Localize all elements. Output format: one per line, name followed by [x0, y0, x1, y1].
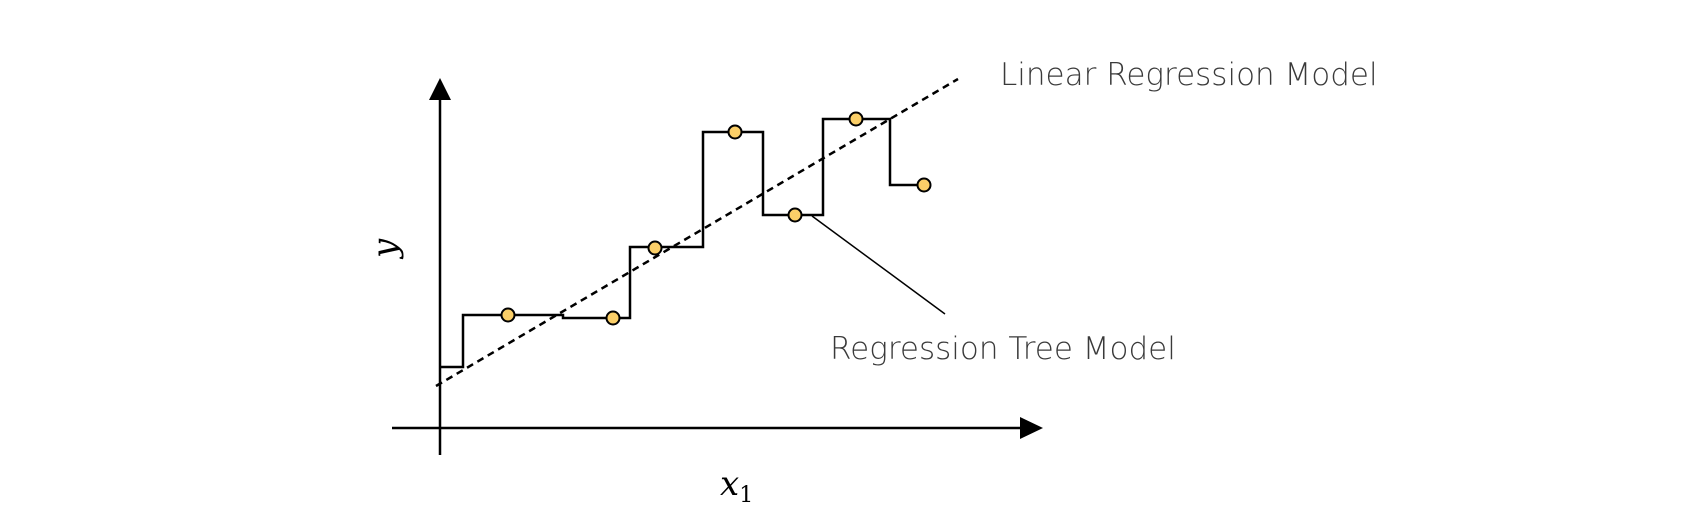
linear-regression-label: Linear Regression Model: [1000, 57, 1378, 93]
regression-tree-label: Regression Tree Model: [830, 331, 1176, 367]
data-point: [727, 124, 743, 140]
y-axis: [429, 78, 451, 455]
x-axis-arrowhead: [1020, 417, 1043, 439]
data-point: [916, 177, 932, 193]
x-axis-label: x1: [720, 464, 753, 508]
data-points: [500, 111, 932, 326]
linear-regression-line: [435, 77, 959, 388]
y-axis-arrowhead: [429, 78, 451, 100]
y-axis-label: y: [365, 238, 405, 260]
data-point: [647, 240, 663, 256]
regression-tree-step-line: [440, 117, 923, 369]
data-point: [787, 207, 803, 223]
tree-callout-line: [811, 215, 946, 315]
x-axis-label-subscript: 1: [739, 483, 753, 508]
data-point: [605, 310, 621, 326]
data-point: [848, 111, 864, 127]
x-axis: [392, 417, 1043, 439]
x-axis-label-main: x: [720, 464, 739, 504]
data-point: [500, 307, 516, 323]
